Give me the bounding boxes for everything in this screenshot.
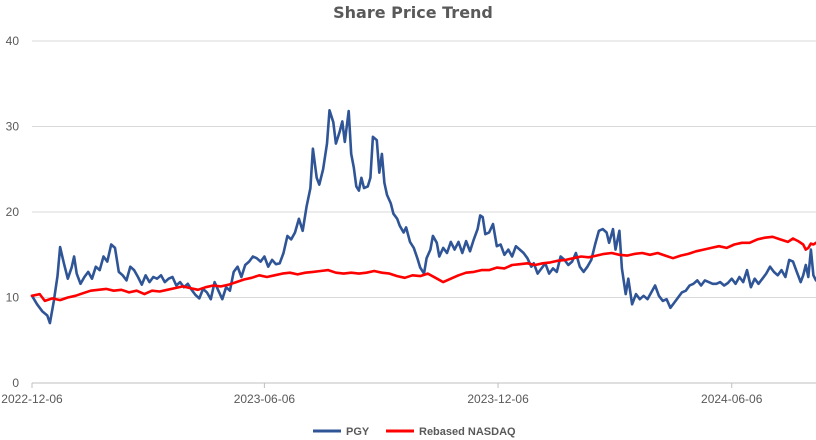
series-lines <box>30 109 816 325</box>
chart-title: Share Price Trend <box>333 3 493 22</box>
legend-label-rebased-nasdaq: Rebased NASDAQ <box>419 426 516 438</box>
y-tick-label: 40 <box>6 34 20 48</box>
y-tick-label: 10 <box>6 291 20 305</box>
x-tick-label: 2024-06-06 <box>701 392 763 406</box>
y-tick-label: 30 <box>6 120 20 134</box>
legend-label-pgy: PGY <box>346 426 370 438</box>
gridlines <box>32 40 816 298</box>
y-tick-label: 0 <box>12 376 19 390</box>
legend: PGY Rebased NASDAQ <box>313 426 516 438</box>
x-tick-label: 2023-12-06 <box>467 392 529 406</box>
x-tick-label: 2022-12-06 <box>1 392 63 406</box>
series-line-pgy <box>30 109 816 325</box>
axes: 0 10 20 30 40 2022-12-06 2023-06-06 2023-12-06 2… <box>1 34 816 406</box>
series-line-rebased-nasdaq <box>30 235 816 303</box>
y-tick-label: 20 <box>6 205 20 219</box>
x-tick-label: 2023-06-06 <box>234 392 296 406</box>
